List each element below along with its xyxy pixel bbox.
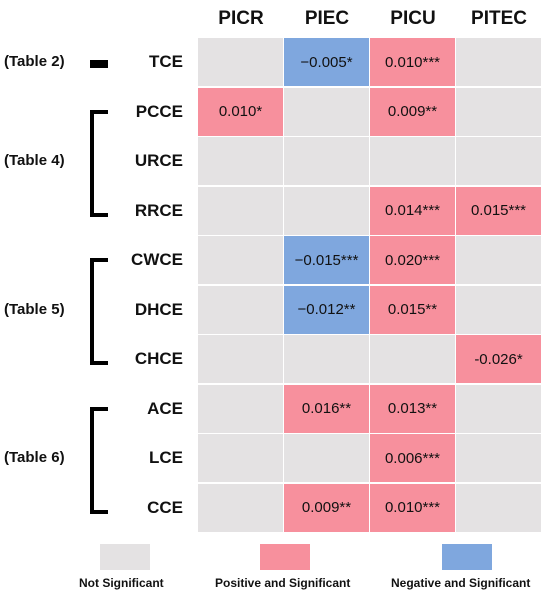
- group-bracket-table-4: [90, 109, 108, 217]
- heatmap-cell-chce-picu: [370, 335, 455, 383]
- heatmap-cell-dhce-picr: [198, 285, 283, 334]
- heatmap-cell-tce-picu: 0.010***: [370, 38, 455, 86]
- row-label-chce: CHCE: [134, 349, 183, 368]
- group-label-table-6: (Table 6): [4, 449, 65, 466]
- heatmap-cell-cce-picr: [198, 483, 283, 532]
- row-label-rrce: RRCE: [134, 200, 183, 220]
- row-label-cwce: CWCE: [131, 250, 183, 269]
- legend-swatch-ns: [100, 544, 150, 570]
- legend-swatch-neg: [442, 544, 492, 570]
- heatmap-cell-dhce-piec: −0.012**: [284, 285, 369, 334]
- column-header-piec: PIEC: [304, 8, 350, 29]
- heatmap-cell-lce-pitec: [456, 434, 541, 482]
- row-label-ace: ACE: [147, 398, 183, 418]
- row-label-cce: CCE: [147, 497, 183, 517]
- heatmap-cell-pcce-picu: 0.009**: [370, 87, 455, 136]
- heatmap-cell-cce-picu: 0.010***: [370, 483, 455, 532]
- row-label-tce: TCE: [149, 52, 183, 71]
- heatmap-cell-tce-piec: −0.005*: [284, 38, 369, 86]
- heatmap-cell-cwce-pitec: [456, 236, 541, 284]
- heatmap-cell-chce-picr: [198, 335, 283, 383]
- heatmap-cell-rrce-piec: [284, 186, 369, 235]
- group-bracket-table-2: [90, 60, 108, 68]
- group-bracket-table-5: [90, 258, 108, 365]
- heatmap-cell-cwce-piec: −0.015***: [284, 236, 369, 284]
- heatmap-cell-lce-picr: [198, 434, 283, 482]
- legend-label-ns: Not Significant: [79, 576, 164, 590]
- heatmap-cell-rrce-picu: 0.014***: [370, 186, 455, 235]
- heatmap-cell-dhce-pitec: [456, 285, 541, 334]
- heatmap-cell-dhce-picu: 0.015**: [370, 285, 455, 334]
- row-label-dhce: DHCE: [134, 299, 183, 319]
- heatmap-cell-tce-picr: [198, 38, 283, 86]
- heatmap-cell-cwce-picr: [198, 236, 283, 284]
- heatmap-cell-cce-piec: 0.009**: [284, 483, 369, 532]
- heatmap-cell-ace-pitec: [456, 384, 541, 433]
- group-label-table-4: (Table 4): [4, 152, 65, 169]
- heatmap-cell-pcce-picr: 0.010*: [198, 87, 283, 136]
- row-label-urce: URCE: [134, 151, 183, 170]
- legend-swatch-pos: [260, 544, 310, 570]
- heatmap-cell-chce-piec: [284, 335, 369, 383]
- heatmap-cell-ace-piec: 0.016**: [284, 384, 369, 433]
- column-header-picu: PICU: [390, 8, 436, 29]
- group-label-table-2: (Table 2): [4, 53, 65, 70]
- heatmap-cell-pcce-piec: [284, 87, 369, 136]
- heatmap-cell-lce-picu: 0.006***: [370, 434, 455, 482]
- heatmap-cell-ace-picu: 0.013**: [370, 384, 455, 433]
- heatmap-cell-lce-piec: [284, 434, 369, 482]
- column-header-picr: PICR: [218, 8, 264, 29]
- heatmap-cell-cwce-picu: 0.020***: [370, 236, 455, 284]
- heatmap-cell-chce-pitec: -0.026*: [456, 335, 541, 383]
- heatmap-cell-urce-picr: [198, 137, 283, 185]
- heatmap-cell-tce-pitec: [456, 38, 541, 86]
- group-bracket-table-6: [90, 406, 108, 514]
- heatmap-cell-rrce-picr: [198, 186, 283, 235]
- heatmap-cell-urce-pitec: [456, 137, 541, 185]
- legend-label-neg: Negative and Significant: [391, 576, 531, 590]
- legend-label-pos: Positive and Significant: [215, 576, 351, 590]
- heatmap-cell-pcce-pitec: [456, 87, 541, 136]
- heatmap-cell-ace-picr: [198, 384, 283, 433]
- column-header-pitec: PITEC: [471, 8, 527, 29]
- row-label-lce: LCE: [149, 448, 183, 467]
- heatmap-cell-urce-piec: [284, 137, 369, 185]
- group-label-table-5: (Table 5): [4, 300, 65, 318]
- heatmap-cell-urce-picu: [370, 137, 455, 185]
- heatmap-cell-cce-pitec: [456, 483, 541, 532]
- heatmap-cell-rrce-pitec: 0.015***: [456, 186, 541, 235]
- row-label-pcce: PCCE: [135, 101, 183, 121]
